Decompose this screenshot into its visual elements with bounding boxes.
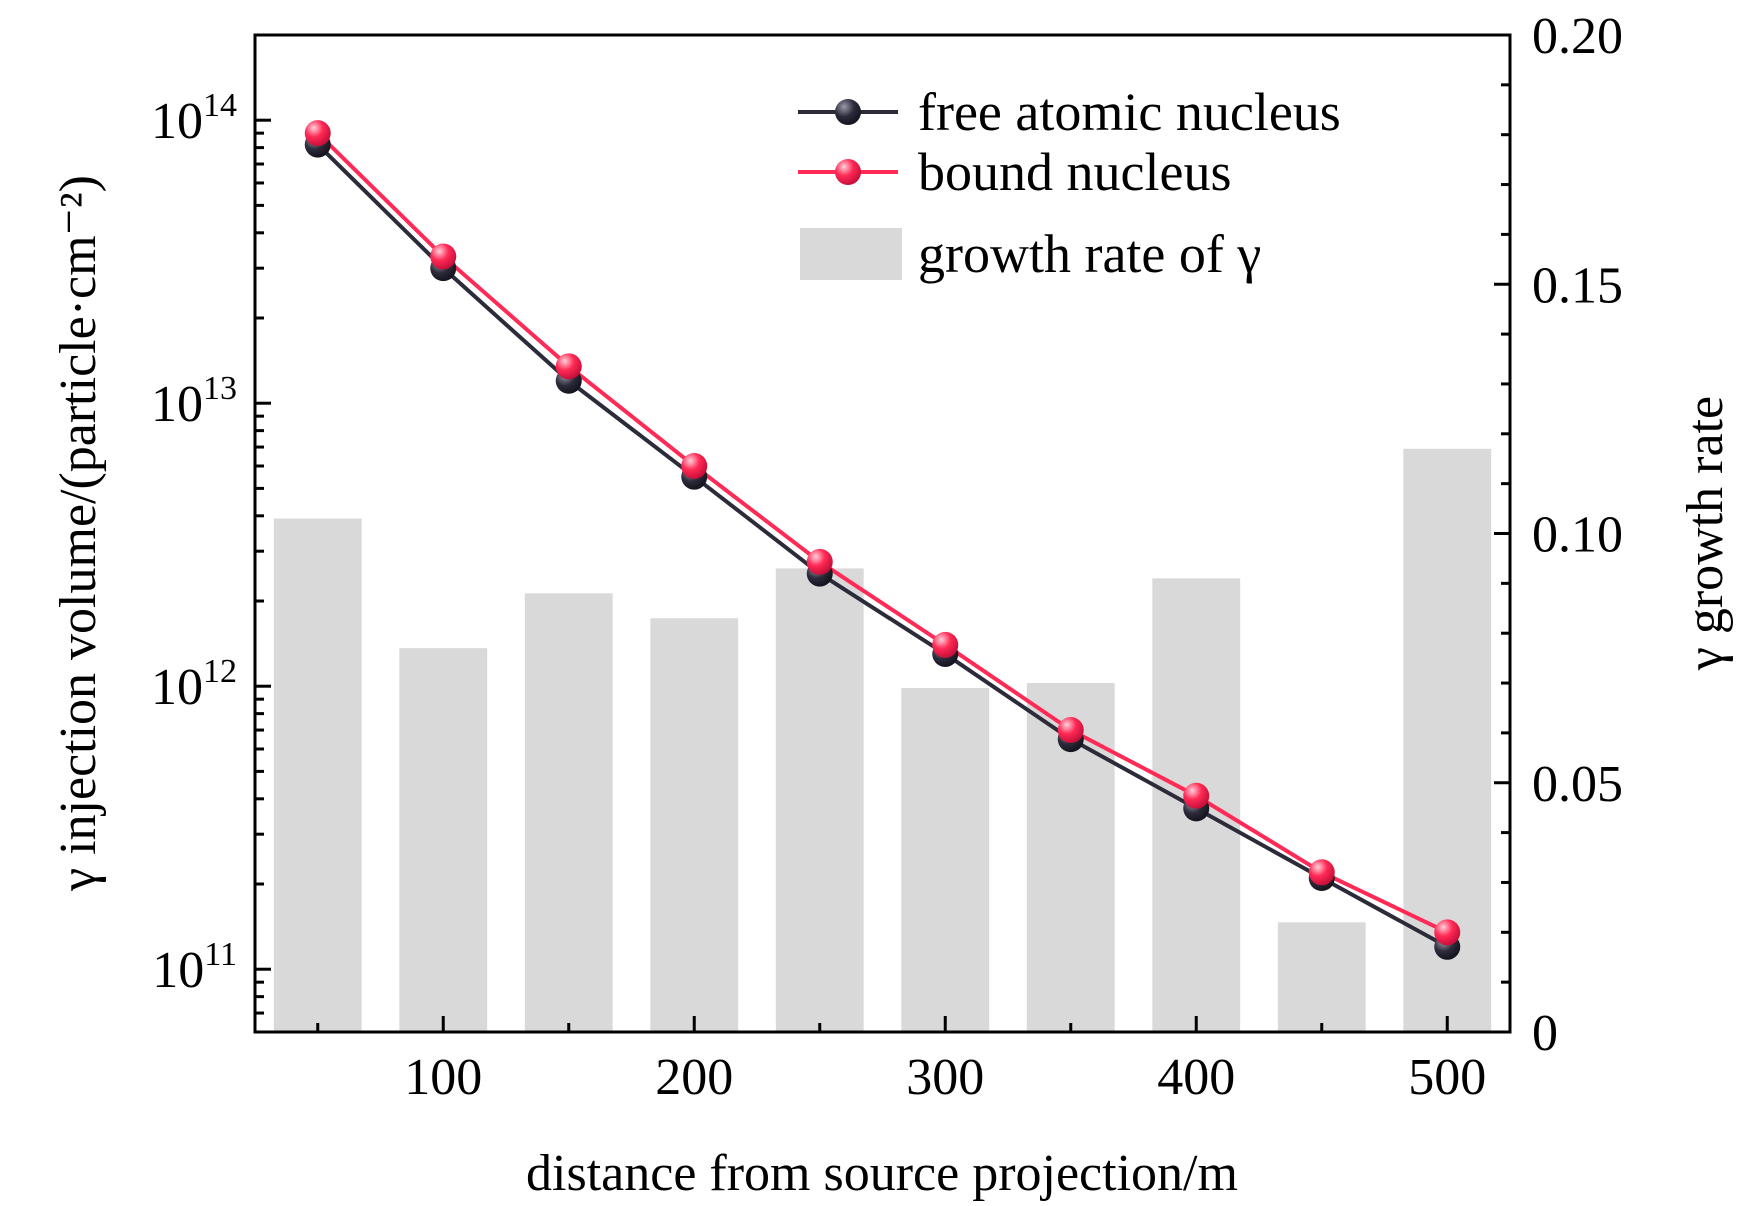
data-point-bound-nucleus-350 bbox=[1057, 717, 1084, 744]
right-y-axis-title: γ growth rate bbox=[1677, 396, 1734, 671]
x-tick-label: 200 bbox=[655, 1049, 733, 1106]
legend-marker-bound-nucleus bbox=[835, 159, 861, 185]
x-axis-title: distance from source projection/m bbox=[526, 1145, 1238, 1202]
left-tick-label: 1014 bbox=[151, 87, 237, 150]
left-tick-label: 1011 bbox=[152, 936, 237, 999]
legend-label-bound-nucleus: bound nucleus bbox=[918, 142, 1231, 202]
x-tick-label: 500 bbox=[1408, 1049, 1486, 1106]
legend: free atomic nucleus bound nucleus growth… bbox=[798, 82, 1341, 284]
left-tick-label: 1012 bbox=[151, 653, 237, 716]
data-point-bound-nucleus-500 bbox=[1434, 919, 1461, 946]
left-tick-label: 1013 bbox=[151, 370, 237, 433]
growth-rate-bar-150 bbox=[524, 593, 613, 1032]
series-points bbox=[304, 120, 1461, 960]
x-axis: 100 200 300 400 500 bbox=[316, 1016, 1486, 1106]
data-point-bound-nucleus-50 bbox=[304, 120, 331, 147]
x-tick-label: 100 bbox=[404, 1049, 482, 1106]
growth-rate-bar-200 bbox=[650, 618, 739, 1032]
growth-rate-bar-300 bbox=[901, 688, 990, 1032]
legend-entry-bound-nucleus: bound nucleus bbox=[798, 142, 1231, 202]
data-point-bound-nucleus-150 bbox=[555, 353, 582, 380]
legend-marker-free-atomic-nucleus bbox=[835, 99, 861, 125]
right-y-axis: 0 0.05 0.10 0.15 0.20 bbox=[1494, 8, 1623, 1062]
growth-rate-bar-250 bbox=[775, 568, 864, 1032]
right-tick-label: 0.20 bbox=[1532, 8, 1623, 65]
data-point-bound-nucleus-450 bbox=[1308, 859, 1335, 886]
legend-label-growth-rate: growth rate of γ bbox=[918, 224, 1261, 284]
data-point-bound-nucleus-400 bbox=[1183, 782, 1210, 809]
data-point-bound-nucleus-250 bbox=[806, 548, 833, 575]
right-tick-label: 0.15 bbox=[1532, 257, 1623, 314]
legend-label-free-atomic-nucleus: free atomic nucleus bbox=[918, 82, 1341, 142]
left-y-axis-title: γ injection volume/(particle·cm⁻²) bbox=[50, 175, 107, 892]
data-point-bound-nucleus-100 bbox=[430, 243, 457, 270]
series-lines bbox=[316, 131, 1449, 949]
right-tick-label: 0.10 bbox=[1532, 507, 1623, 564]
growth-rate-bars bbox=[273, 448, 1492, 1032]
series-line-bound-nucleus bbox=[316, 131, 1449, 935]
x-tick-label: 300 bbox=[906, 1049, 984, 1106]
series-line-free-atomic-nucleus bbox=[316, 143, 1449, 949]
legend-entry-free-atomic-nucleus: free atomic nucleus bbox=[798, 82, 1341, 142]
growth-rate-bar-450 bbox=[1277, 922, 1366, 1032]
data-point-bound-nucleus-300 bbox=[932, 631, 959, 658]
growth-rate-bar-100 bbox=[399, 648, 488, 1032]
left-y-axis: 1011 1012 1013 1014 bbox=[151, 33, 271, 1034]
x-tick-label: 400 bbox=[1157, 1049, 1235, 1106]
growth-rate-bar-50 bbox=[273, 518, 362, 1032]
legend-entry-growth-rate: growth rate of γ bbox=[800, 224, 1261, 284]
right-tick-label: 0 bbox=[1532, 1005, 1558, 1062]
data-point-bound-nucleus-200 bbox=[681, 452, 708, 479]
right-tick-label: 0.05 bbox=[1532, 756, 1623, 813]
legend-swatch-growth-rate bbox=[800, 228, 902, 280]
